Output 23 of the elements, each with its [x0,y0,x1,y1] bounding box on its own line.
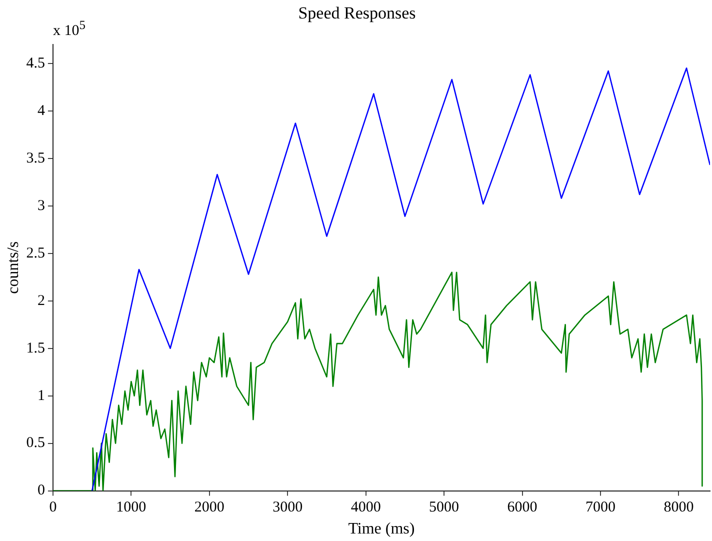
y-tick-label: 4.5 [26,55,45,72]
x-tick-label: 3000 [272,500,303,516]
x-tick-label: 4000 [350,500,381,516]
x-tick-label: 5000 [429,500,460,516]
y-tick-label: 0 [37,482,45,499]
y-tick-label: 1.5 [26,340,45,356]
y-tick-label: 3.5 [26,150,45,166]
x-tick-label: 1000 [116,500,146,516]
y-tick-label: 2.5 [26,245,45,262]
x-tick-label: 8000 [664,500,694,516]
y-axis-title: counts/s [4,241,22,294]
y-tick-label: 1 [37,388,45,404]
x-axis-title: Time (ms) [348,520,415,538]
y-tick-label: 2 [37,292,45,309]
x-tick-label: 7000 [585,500,616,516]
y-tick-label: 3 [37,198,45,214]
text: x 10$^{5}$ [52,18,86,40]
y-tick-label: 4 [37,102,46,119]
x-tick-label: 0 [49,500,57,516]
y-tick-label: 0.5 [26,435,45,452]
x-tick-label: 6000 [507,500,538,516]
chart-title: Speed Responses [298,4,416,23]
x-tick-label: 2000 [194,500,224,516]
